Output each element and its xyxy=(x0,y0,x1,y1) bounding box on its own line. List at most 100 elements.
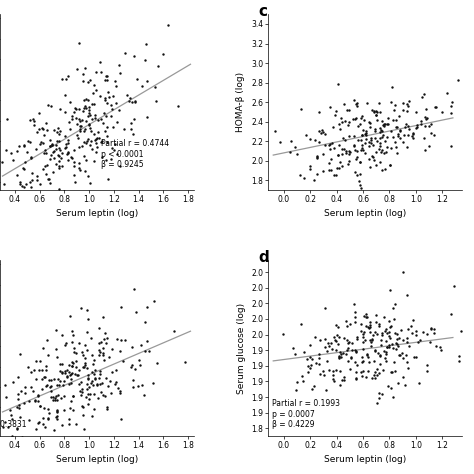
Point xyxy=(59,370,66,377)
Point xyxy=(86,141,94,148)
Point xyxy=(359,353,366,361)
Point xyxy=(61,132,69,139)
Point xyxy=(22,180,29,188)
Point xyxy=(404,132,412,139)
Point xyxy=(75,366,83,374)
Point xyxy=(378,133,386,141)
Point xyxy=(58,368,65,375)
Point xyxy=(401,124,409,131)
Point xyxy=(101,392,109,400)
Point xyxy=(376,128,384,136)
Point xyxy=(354,153,361,160)
Point xyxy=(312,137,319,144)
Point xyxy=(371,156,378,164)
Point xyxy=(154,62,162,70)
Point xyxy=(368,106,376,114)
Point xyxy=(342,149,350,157)
Point xyxy=(357,114,365,121)
Point xyxy=(2,146,9,154)
Point xyxy=(387,144,395,152)
Y-axis label: Serum glucose (log): Serum glucose (log) xyxy=(237,302,246,394)
Point xyxy=(94,394,102,402)
Point xyxy=(94,381,101,389)
Point xyxy=(62,75,69,82)
Point xyxy=(389,304,396,311)
Point xyxy=(80,364,88,371)
Point xyxy=(103,76,110,84)
Point xyxy=(48,141,55,148)
Point xyxy=(27,155,35,162)
Point xyxy=(131,285,138,292)
Point xyxy=(313,170,320,178)
Point xyxy=(96,134,103,142)
Point xyxy=(36,140,44,148)
Point xyxy=(382,337,390,345)
Point xyxy=(423,115,430,122)
Point xyxy=(42,362,49,370)
Point xyxy=(356,120,364,128)
Point xyxy=(307,163,314,170)
Point xyxy=(115,106,123,114)
Point xyxy=(308,362,315,369)
Point xyxy=(84,374,92,382)
Point xyxy=(100,109,108,117)
Point xyxy=(86,124,94,131)
Point xyxy=(0,458,3,465)
Point xyxy=(36,139,44,146)
Point xyxy=(388,83,395,91)
Point xyxy=(84,79,91,86)
Point xyxy=(98,388,105,396)
Point xyxy=(365,358,373,365)
Point xyxy=(46,137,54,144)
Point xyxy=(38,125,46,132)
Point xyxy=(128,343,136,351)
Point xyxy=(394,342,402,350)
Point xyxy=(328,139,336,147)
Point xyxy=(72,370,79,378)
Point xyxy=(336,353,343,360)
Point xyxy=(82,393,90,401)
Point xyxy=(371,135,378,142)
Point xyxy=(365,155,373,163)
Point xyxy=(373,365,381,373)
Point xyxy=(84,391,92,398)
Point xyxy=(43,149,50,156)
Point xyxy=(384,120,392,128)
Point xyxy=(35,392,42,399)
Point xyxy=(421,146,428,154)
Point xyxy=(327,166,335,174)
Point xyxy=(368,337,376,344)
Point xyxy=(135,383,142,390)
Point xyxy=(390,358,397,365)
Point xyxy=(373,399,380,406)
Point xyxy=(381,355,388,362)
Point xyxy=(373,371,381,378)
Point xyxy=(385,328,392,336)
Point xyxy=(54,408,61,416)
Point xyxy=(91,114,99,121)
Point xyxy=(362,373,370,380)
Point xyxy=(94,143,101,151)
Point xyxy=(246,153,254,161)
Point xyxy=(55,162,63,170)
Point xyxy=(352,348,360,356)
Point xyxy=(375,394,383,402)
Point xyxy=(45,175,53,182)
Point xyxy=(105,93,113,100)
Point xyxy=(111,380,118,388)
Point xyxy=(112,366,119,374)
Y-axis label: HOMA-β (log): HOMA-β (log) xyxy=(237,72,246,132)
Point xyxy=(39,139,46,146)
Point xyxy=(315,127,323,135)
Point xyxy=(79,116,86,123)
Point xyxy=(46,383,54,391)
Point xyxy=(80,96,87,104)
Point xyxy=(373,117,381,124)
Point xyxy=(360,333,367,340)
Point xyxy=(334,80,341,88)
Point xyxy=(383,357,390,365)
Point xyxy=(34,128,41,136)
Point xyxy=(346,132,353,140)
Point xyxy=(60,197,68,204)
Point xyxy=(107,155,115,163)
